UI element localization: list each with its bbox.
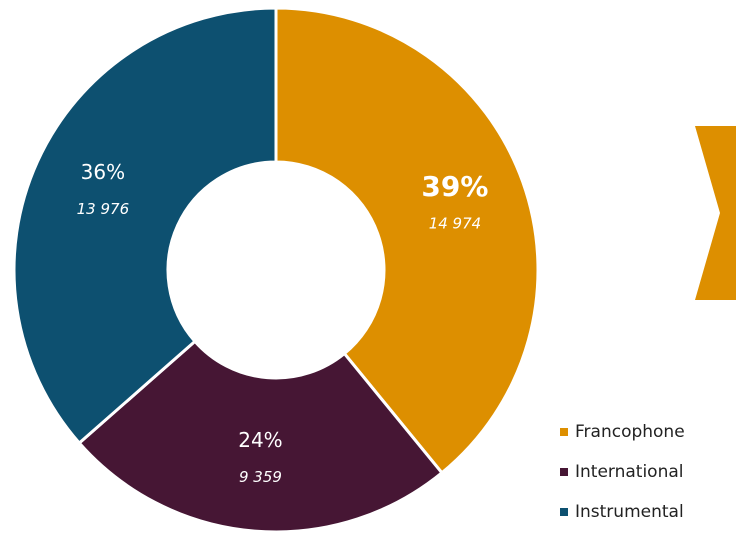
legend-label: Instrumental bbox=[575, 502, 684, 522]
percent-label: 24% bbox=[238, 428, 282, 452]
donut-slice bbox=[12, 6, 278, 446]
donut-slice bbox=[274, 6, 540, 475]
legend-swatch bbox=[560, 508, 568, 516]
legend-swatch bbox=[560, 468, 568, 476]
percent-label: 39% bbox=[421, 170, 488, 203]
count-label: 13 976 bbox=[77, 200, 130, 218]
count-label: 9 359 bbox=[239, 468, 282, 486]
legend-label: International bbox=[575, 462, 684, 482]
legend-swatch bbox=[560, 428, 568, 436]
donut-slice bbox=[77, 339, 445, 533]
count-label: 14 974 bbox=[429, 215, 482, 233]
legend-label: Francophone bbox=[575, 422, 685, 442]
decoration bbox=[695, 126, 736, 300]
percent-label: 36% bbox=[81, 160, 125, 184]
